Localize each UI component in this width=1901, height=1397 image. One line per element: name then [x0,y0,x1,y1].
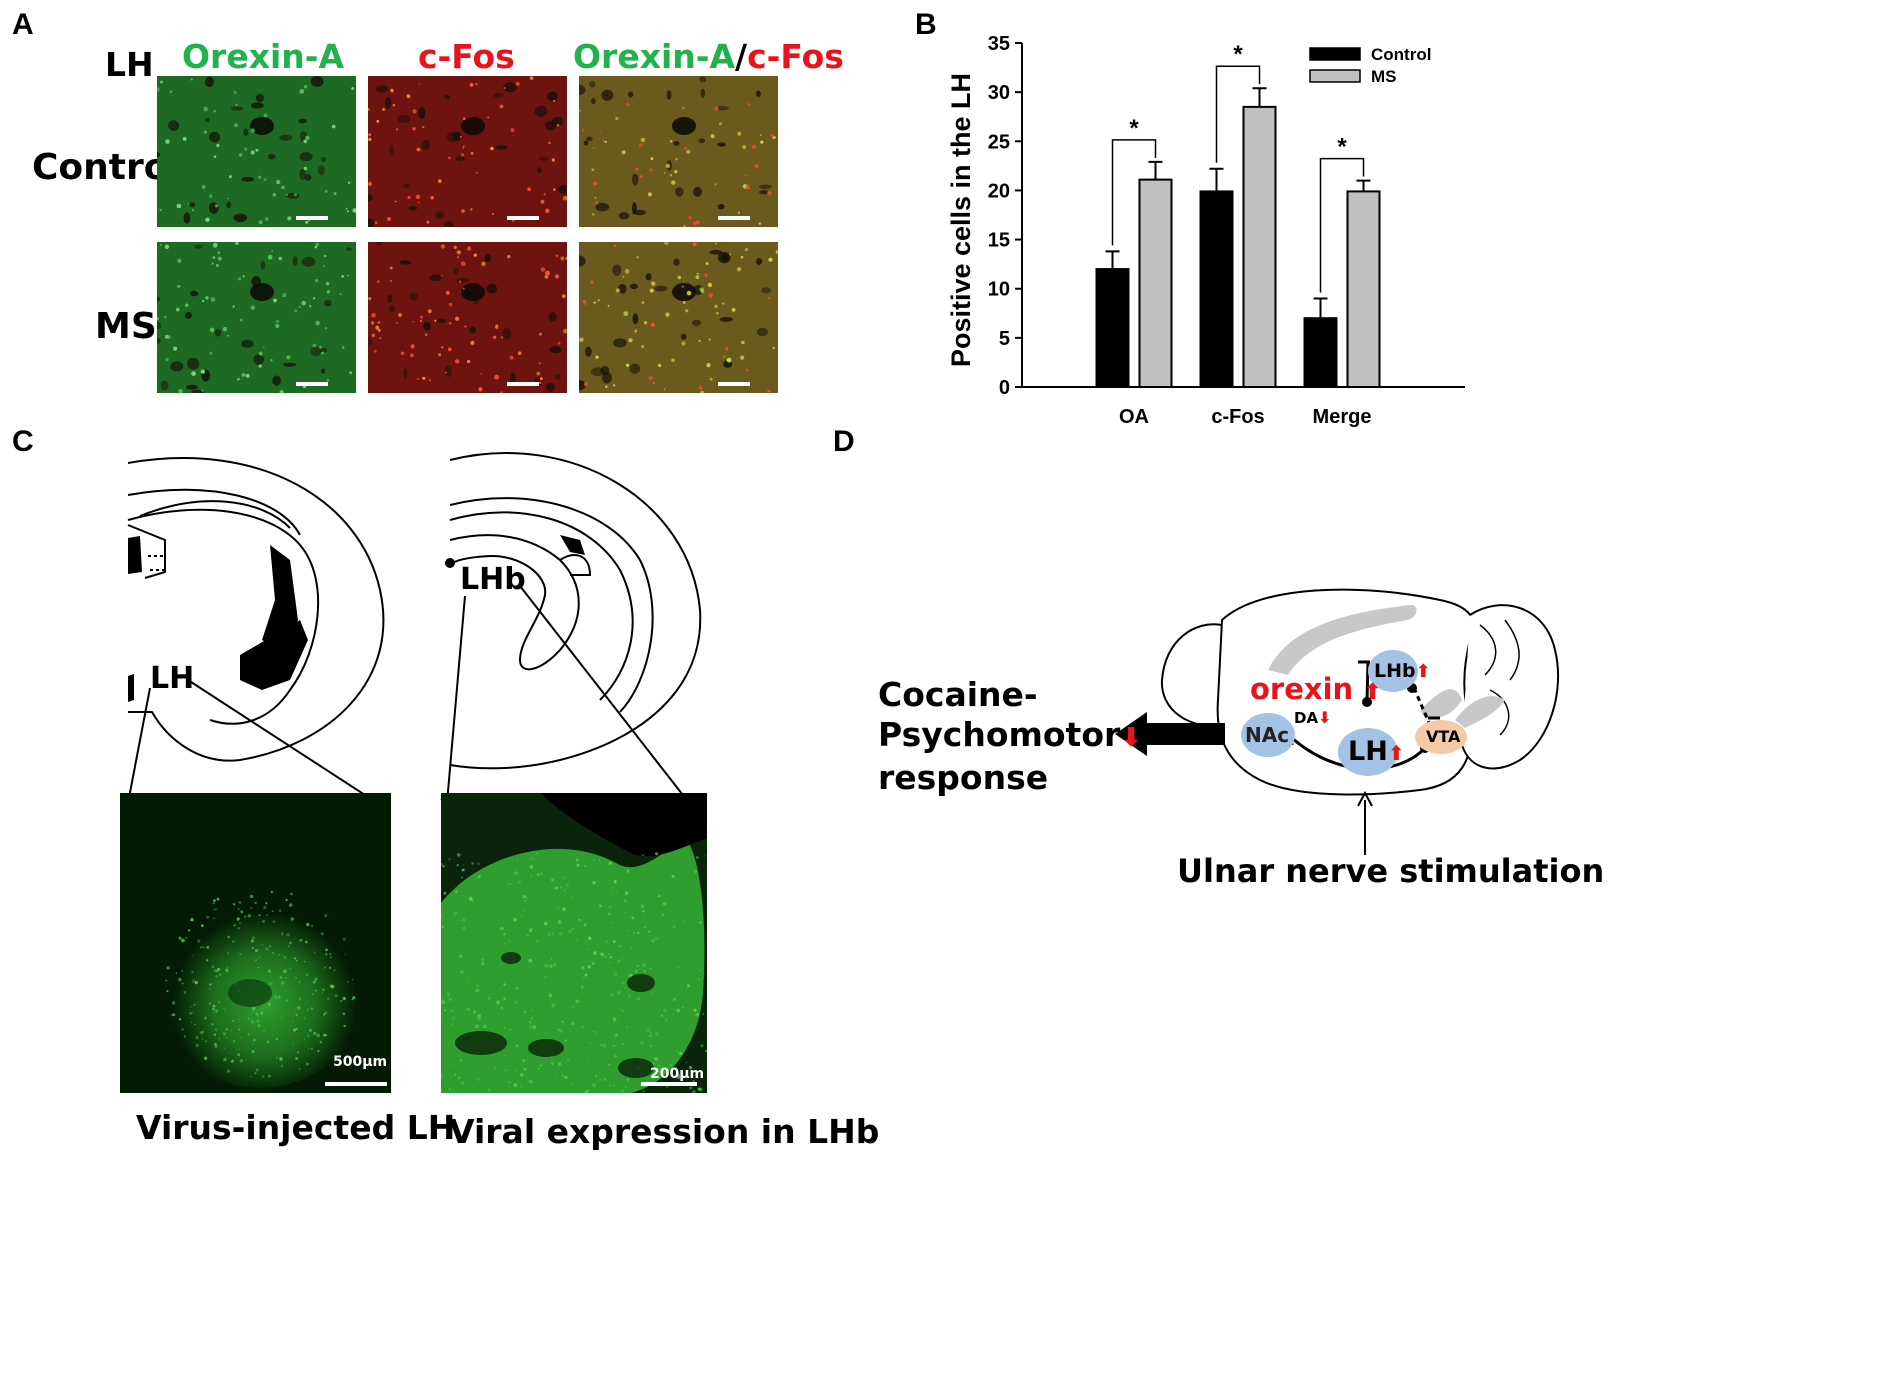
header-merge-cfos: c-Fos [747,37,844,76]
bar-control-c-fos [1199,190,1234,388]
vta-label: VTA [1426,727,1461,746]
legend-swatch-control [1309,47,1361,61]
x-tick-label: c-Fos [1211,406,1264,428]
da-label: DA⬇ [1294,708,1332,727]
micrograph-orexin-control [157,76,356,227]
lhb-label: LHb⬆ [1374,660,1431,682]
lh-label: LH⬆ [1348,736,1405,767]
left-atlas-outline [127,457,385,762]
scale-bar [296,216,328,220]
lhb-arrow-up-icon: ⬆ [1415,661,1431,682]
legend-label-control: Control [1371,45,1431,64]
header-c-fos: c-Fos [418,37,515,76]
bar-control-merge [1303,317,1338,389]
y-tick-label: 20 [988,180,1010,202]
olfactory-bulb [1160,623,1223,727]
caption-viral-expression-lhb: Viral expression in LHb [449,1112,880,1151]
significance-bracket [1319,157,1365,293]
header-orexin-a: Orexin-A [182,37,345,76]
y-tick-label: 15 [988,230,1010,252]
output-arrow-icon [1115,712,1225,756]
significance-bracket [1111,139,1157,246]
micrograph-cfos-ms [368,242,567,393]
right-ventricle-marks [445,535,585,568]
micrograph-cfos-control [368,76,567,227]
bar-ms-c-fos [1242,105,1277,388]
x-tick-label: OA [1119,406,1149,428]
lh-arrow-up-icon: ⬆ [1387,741,1405,765]
scale-label-200um: 200µm [650,1066,705,1082]
image-viral-expression-lhb [441,793,707,1093]
scale-bar [507,216,539,220]
y-tick-label: 0 [999,377,1010,399]
bar-control-oa [1095,268,1130,388]
y-tick-label: 25 [988,131,1010,153]
stimulation-label: Ulnar nerve stimulation [1177,852,1605,890]
y-axis-label: Positive cells in the LH [946,73,976,367]
panel-c-label: C [12,425,34,458]
scale-bar [296,382,328,386]
rat-brain-schematic [1160,588,1559,855]
vta-node [1415,720,1467,754]
y-tick-label: 30 [988,82,1010,104]
y-tick-label: 35 [988,33,1010,55]
header-merge: Orexin-A/c-Fos [573,37,844,76]
response-line-1: Cocaine- [878,675,1038,714]
micrograph-orexin-ms [157,242,356,393]
panel-a-label: A [12,8,34,41]
grey-structure [1455,696,1505,728]
region-label-lh: LH [105,45,154,84]
panel-d-label: D [833,425,855,458]
bar-chart: 0 5 10 15 20 25 30 35 Positive cells in the LH OA… [946,33,1465,428]
error-bar [1105,250,1120,270]
header-merge-orexin: Orexin-A [573,37,736,76]
micrograph-merge-control [579,76,778,227]
nac-node [1241,713,1295,757]
corpus-callosum [1268,604,1417,675]
significance-star: * [1337,134,1347,161]
micrograph-merge-ms [579,242,778,393]
response-line-3: response [878,758,1049,797]
response-line-2: Psychomotor⬇ [878,715,1143,754]
orexin-label: orexin ⬆ [1250,672,1382,706]
image-virus-injected-lh [120,793,391,1093]
nac-label: NAc [1245,723,1290,747]
bar-ms-merge [1346,190,1381,388]
orexin-arrow-up-icon: ⬆ [1363,680,1382,705]
error-bar [1148,160,1163,180]
brain-atlas-sections [121,452,702,800]
atlas-label-lhb: LHb [460,562,526,597]
x-tick-label: Merge [1313,406,1372,428]
legend-label-ms: MS [1371,67,1397,86]
response-text: Cocaine- Psychomotor⬇ response [878,675,1142,798]
scale-bar [507,382,539,386]
error-bar [1356,179,1371,192]
arrow-down-icon: ⬇ [1120,723,1143,753]
scale-bar [718,216,750,220]
significance-bracket [1215,65,1261,163]
atlas-label-lh: LH [150,661,195,696]
header-merge-slash: / [735,37,748,76]
bar-ms-oa [1138,178,1173,388]
caption-virus-injected-lh: Virus-injected LH [136,1108,456,1147]
scale-label-500um: 500µm [333,1054,388,1070]
lhb-node [1368,650,1418,692]
lh-node [1338,728,1398,776]
left-ventricles [128,536,308,702]
scale-bar [718,382,750,386]
error-bar [1209,167,1224,192]
cerebellum [1461,604,1559,770]
error-bar [1313,297,1328,319]
atlas-pointer-lines [121,585,696,800]
legend-swatch-ms [1309,69,1361,83]
row-label-ms: MS [95,306,157,347]
panel-b-label: B [915,8,937,41]
da-arrow-down-icon: ⬇ [1318,708,1332,727]
y-tick-label: 10 [988,279,1010,301]
right-atlas-outline [449,452,702,770]
error-bar [1252,87,1267,107]
significance-star: * [1233,41,1243,68]
significance-star: * [1129,115,1139,142]
y-tick-label: 5 [999,328,1010,350]
